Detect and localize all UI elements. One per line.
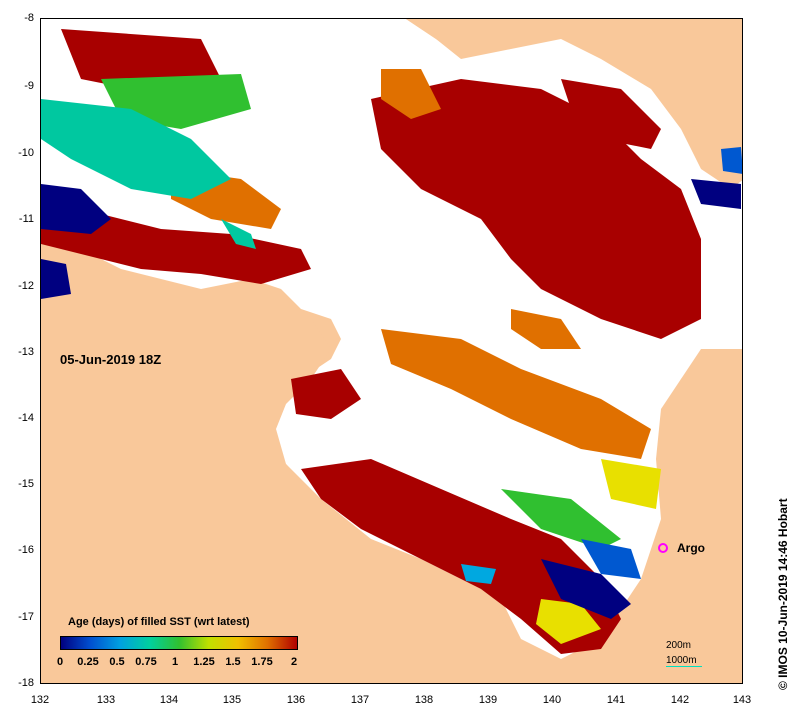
argo-label: Argo [677, 541, 705, 555]
map-panel[interactable] [40, 18, 743, 684]
y-tick-label: -15 [18, 478, 34, 490]
colorbar-tick-label: 1.75 [251, 656, 273, 668]
x-tick-label: 138 [414, 694, 434, 706]
contour-200m-label: 200m [666, 640, 692, 651]
sst-age-0 [41, 179, 741, 619]
y-tick-label: -13 [18, 346, 34, 358]
colorbar-tick-label: 1.5 [225, 656, 241, 668]
x-tick-label: 135 [222, 694, 242, 706]
x-tick-label: 136 [286, 694, 306, 706]
colorbar [60, 636, 298, 650]
x-tick-label: 141 [606, 694, 626, 706]
x-tick-label: 133 [96, 694, 116, 706]
argo-float-icon[interactable] [658, 543, 668, 553]
x-tick-label: 142 [670, 694, 690, 706]
y-tick-label: -10 [18, 147, 34, 159]
colorbar-tick-label: 1 [171, 656, 179, 668]
sst-age-0-25 [581, 147, 742, 579]
y-tick-label: -11 [18, 213, 34, 225]
x-tick-label: 140 [542, 694, 562, 706]
x-tick-label: 132 [30, 694, 50, 706]
x-tick-label: 139 [478, 694, 498, 706]
credit-label: © IMOS 10-Jun-2019 14:46 Hobart [776, 498, 790, 690]
contour-1000m-label: 1000m [666, 655, 697, 666]
y-tick-label: -16 [18, 544, 34, 556]
colorbar-tick-label: 0.25 [77, 656, 99, 668]
sst-age-0-5 [461, 564, 496, 584]
sst-map [41, 19, 742, 683]
land-southwest [41, 279, 742, 683]
colorbar-title: Age (days) of filled SST (wrt latest) [68, 616, 250, 628]
land-north [406, 19, 742, 49]
y-tick-label: -14 [18, 412, 34, 424]
sst-age-1-5 [536, 459, 661, 644]
x-tick-label: 134 [159, 694, 179, 706]
y-tick-label: -8 [24, 12, 34, 24]
y-tick-label: -9 [24, 80, 34, 92]
colorbar-tick-label: 0.5 [109, 656, 125, 668]
contour-line-legend [666, 666, 702, 667]
y-tick-label: -12 [18, 280, 34, 292]
y-tick-label: -17 [18, 611, 34, 623]
date-label: 05-Jun-2019 18Z [60, 352, 162, 367]
x-tick-label: 137 [350, 694, 370, 706]
colorbar-tick-label: 1.25 [193, 656, 215, 668]
colorbar-tick-label: 2 [290, 656, 298, 668]
x-tick-label: 143 [732, 694, 752, 706]
colorbar-tick-label: 0 [56, 656, 64, 668]
y-tick-label: -18 [18, 677, 34, 689]
colorbar-tick-label: 0.75 [135, 656, 157, 668]
sst-age-0-75 [41, 99, 256, 249]
